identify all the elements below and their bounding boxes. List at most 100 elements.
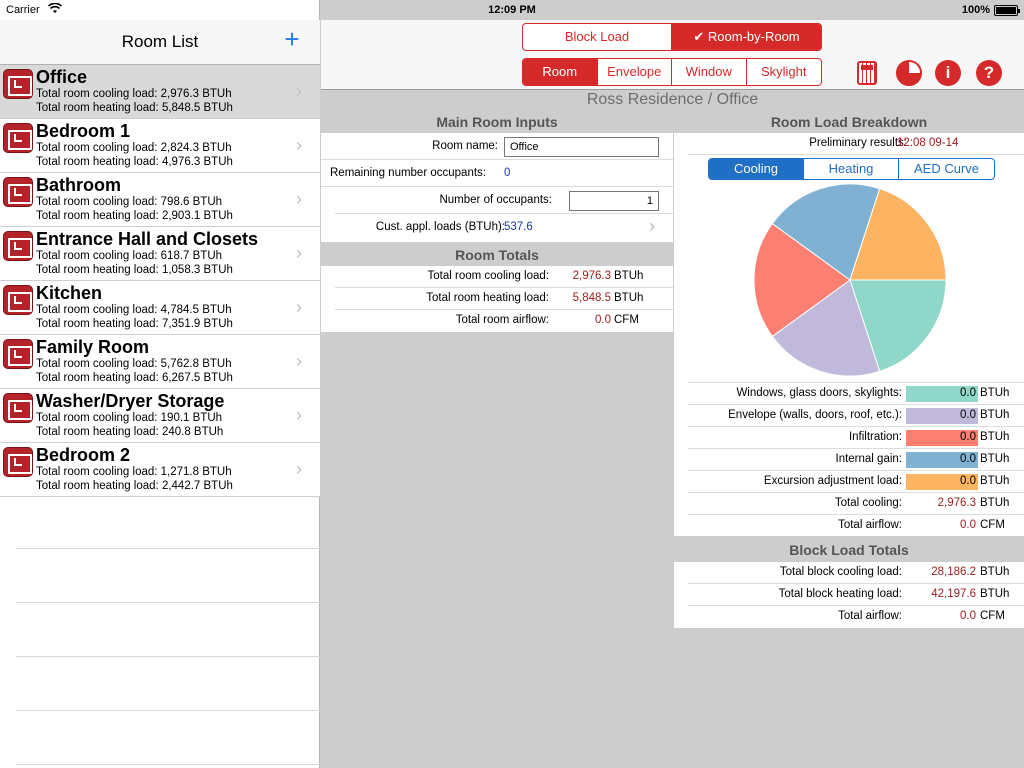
legend-value: 0.0: [960, 409, 976, 421]
room-item-bedroom-2[interactable]: Bedroom 2 Total room cooling load: 1,271…: [0, 443, 320, 497]
empty-list-rows: [16, 495, 320, 765]
room-name: Bedroom 1: [36, 121, 131, 141]
room-name: Bathroom: [36, 175, 121, 195]
room-heating-value: 5,848.5: [572, 292, 611, 304]
tab-block-load[interactable]: Block Load: [523, 24, 672, 50]
block-cooling-label: Total block cooling load:: [779, 566, 902, 578]
legend-value: 0.0: [960, 431, 976, 443]
room-icon: [3, 285, 33, 315]
block-airflow-unit: CFM: [980, 610, 1005, 622]
chevron-right-icon: ›: [296, 243, 302, 263]
room-cooling-load: Total room cooling load: 618.7 BTUh: [36, 250, 223, 262]
room-icon: [3, 447, 33, 477]
pie-slice-windows: [849, 279, 947, 372]
room-airflow-row: Total room airflow: 0.0 CFM: [335, 310, 673, 332]
status-time: 12:09 PM: [488, 4, 536, 16]
room-list-pane: Room List + Office Total room cooling lo…: [0, 0, 320, 768]
room-item-washer-dryer[interactable]: Washer/Dryer Storage Total room cooling …: [0, 389, 320, 443]
tab-aed-curve[interactable]: AED Curve: [913, 161, 980, 176]
room-item-bedroom-1[interactable]: Bedroom 1 Total room cooling load: 2,824…: [0, 119, 320, 173]
room-item-entrance-hall[interactable]: Entrance Hall and Closets Total room coo…: [0, 227, 320, 281]
room-name: Entrance Hall and Closets: [36, 229, 259, 249]
legend-label: Excursion adjustment load:: [763, 475, 902, 487]
room-heating-load: Total room heating load: 1,058.3 BTUh: [36, 264, 233, 276]
tab-room-by-room[interactable]: ✔ Room-by-Room: [672, 24, 821, 50]
total-cooling-row: Total cooling: 2,976.3 BTUh: [688, 492, 1024, 514]
tab-room-by-room-label: Room-by-Room: [707, 29, 800, 44]
room-airflow-unit: CFM: [614, 314, 639, 326]
room-heating-load: Total room heating load: 2,903.1 BTUh: [36, 210, 233, 222]
room-icon: [3, 339, 33, 369]
tab-skylight[interactable]: Skylight: [760, 64, 807, 79]
calculator-icon[interactable]: [857, 61, 877, 85]
block-airflow-value: 0.0: [960, 610, 976, 622]
project-title: Ross Residence / Office: [586, 91, 759, 108]
legend-unit: BTUh: [980, 409, 1010, 421]
legend-label: Windows, glass doors, skylights:: [736, 387, 902, 399]
legend-label: Internal gain:: [835, 453, 903, 465]
room-heating-load: Total room heating load: 7,351.9 BTUh: [36, 318, 233, 330]
room-name: Kitchen: [36, 283, 103, 303]
room-list-title: Room List: [121, 32, 199, 51]
breakdown-legend: Windows, glass doors, skylights: 0.0 BTU…: [688, 382, 1024, 536]
block-airflow-row: Total airflow: 0.0 CFM: [688, 606, 1024, 628]
room-heating-load: Total room heating load: 5,848.5 BTUh: [36, 102, 233, 114]
tab-envelope[interactable]: Envelope: [598, 59, 672, 85]
legend-unit: BTUh: [980, 387, 1010, 399]
chevron-right-icon: ›: [296, 135, 302, 155]
legend-value: 0.0: [960, 453, 976, 465]
room-cooling-row: Total room cooling load: 2,976.3 BTUh: [335, 266, 673, 288]
tab-heating[interactable]: Heating: [804, 159, 899, 179]
room-totals-header: Room Totals: [455, 247, 539, 263]
room-cooling-load: Total room cooling load: 2,824.3 BTUh: [36, 142, 232, 154]
remaining-occupants-label: Remaining number occupants:: [330, 167, 486, 179]
prelim-label: Preliminary results:: [809, 137, 907, 149]
help-icon[interactable]: ?: [976, 60, 1002, 86]
pie-slice-envelope: [771, 279, 881, 377]
info-icon[interactable]: i: [935, 60, 961, 86]
checkmark-icon: ✔: [693, 29, 705, 44]
total-cooling-label: Total cooling:: [834, 497, 902, 509]
legend-bar: 0.0: [906, 386, 978, 402]
add-room-button[interactable]: +: [284, 24, 300, 54]
breakdown-header: Room Load Breakdown: [770, 114, 928, 130]
tab-room[interactable]: Room: [523, 59, 598, 85]
room-item-office[interactable]: Office Total room cooling load: 2,976.3 …: [0, 65, 320, 119]
room-item-bathroom[interactable]: Bathroom Total room cooling load: 798.6 …: [0, 173, 320, 227]
legend-label: Envelope (walls, doors, roof, etc.):: [728, 409, 902, 421]
pie-chart-wrap: [674, 180, 1024, 382]
legend-row-infiltration: Infiltration: 0.0 BTUh: [688, 426, 1024, 448]
tab-cooling[interactable]: Cooling: [709, 159, 804, 179]
room-cooling-load: Total room cooling load: 1,271.8 BTUh: [36, 466, 232, 478]
status-bar: Carrier 12:09 PM 100%: [0, 0, 1024, 20]
legend-row-windows: Windows, glass doors, skylights: 0.0 BTU…: [688, 382, 1024, 404]
room-name-input[interactable]: [504, 137, 659, 157]
remaining-occupants-row: Remaining number occupants: 0: [321, 160, 673, 187]
chevron-right-icon: ›: [296, 297, 302, 317]
legend-unit: BTUh: [980, 453, 1010, 465]
room-icon: [3, 123, 33, 153]
room-name: Bedroom 2: [36, 445, 131, 465]
appliance-loads-label: Cust. appl. loads (BTUh):: [375, 221, 505, 233]
legend-row-internal-gain: Internal gain: 0.0 BTUh: [688, 448, 1024, 470]
room-item-family-room[interactable]: Family Room Total room cooling load: 5,7…: [0, 335, 320, 389]
breakdown-segmented-control: Cooling Heating AED Curve: [708, 158, 995, 180]
chevron-right-icon: ›: [296, 459, 302, 479]
appliance-loads-row[interactable]: Cust. appl. loads (BTUh): 537.6 ›: [335, 214, 673, 241]
room-airflow-value: 0.0: [595, 314, 611, 326]
room-name-row: Room name:: [321, 133, 673, 160]
section-segmented-control: Room Envelope Window Skylight: [522, 58, 822, 86]
breakdown-airflow-row: Total airflow: 0.0 CFM: [688, 514, 1024, 536]
pie-slice-infiltration: [753, 222, 851, 338]
occupants-input[interactable]: [569, 191, 659, 211]
pie-slice-internal-gain: [771, 183, 881, 281]
tab-window[interactable]: Window: [672, 59, 747, 85]
occupants-row: Number of occupants:: [335, 187, 673, 214]
room-name: Washer/Dryer Storage: [36, 391, 225, 411]
wifi-icon: [47, 2, 63, 17]
chevron-right-icon: ›: [296, 405, 302, 425]
breakdown-tabs-wrap: Cooling Heating AED Curve: [674, 155, 1024, 180]
pie-chart-icon[interactable]: [896, 60, 922, 86]
room-item-kitchen[interactable]: Kitchen Total room cooling load: 4,784.5…: [0, 281, 320, 335]
main-inputs-panel: Room name: Remaining number occupants: 0…: [321, 133, 673, 242]
